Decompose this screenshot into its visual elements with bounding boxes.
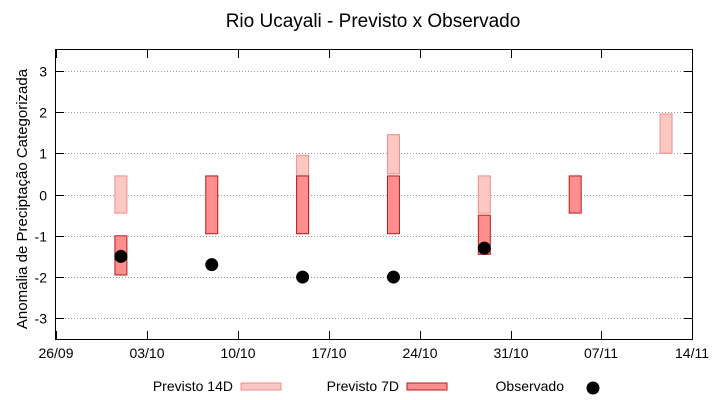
legend-swatch	[406, 382, 448, 391]
bar-previsto-7d	[205, 175, 219, 235]
axis-ticks: -3 -2 -1 0 1 2 3 26/09 03/10 10/10 17/10 24/10 31/10…	[35, 50, 709, 361]
bar-previsto-7d	[568, 175, 582, 214]
bar-previsto-7d	[296, 175, 310, 235]
gridlines	[56, 71, 692, 319]
legend-label: Observado	[496, 378, 565, 394]
x-tick-label: 24/10	[402, 345, 437, 361]
y-tick-label: 3	[39, 64, 47, 80]
y-tick-label: -3	[35, 311, 48, 327]
bar-previsto-14d	[659, 113, 673, 154]
bar-previsto-14d	[477, 175, 491, 214]
observed-point	[114, 249, 128, 263]
y-tick-label: -2	[35, 270, 48, 286]
x-tick-label: 03/10	[129, 345, 164, 361]
observed-point	[386, 270, 400, 284]
legend-swatch	[240, 382, 282, 391]
bar-previsto-7d	[386, 175, 400, 235]
y-tick-label: -1	[35, 229, 48, 245]
legend: Previsto 14D Previsto 7D Observado	[153, 378, 600, 395]
observed-point	[296, 270, 310, 284]
y-axis-label: Anomalia de Preciptação Categorizada	[14, 68, 31, 329]
bars	[114, 113, 673, 276]
observed-point	[477, 241, 491, 255]
y-tick-label: 1	[39, 146, 47, 162]
x-tick-label: 26/09	[38, 345, 73, 361]
x-tick-label: 31/10	[493, 345, 528, 361]
observed-points	[114, 241, 491, 284]
legend-marker	[586, 381, 600, 395]
bar-previsto-14d	[386, 134, 400, 175]
x-tick-label: 17/10	[311, 345, 346, 361]
x-tick-label: 10/10	[220, 345, 255, 361]
plot-frame	[55, 49, 693, 340]
x-tick-label: 07/11	[584, 345, 618, 361]
chart-title: Rio Ucayali - Previsto x Observado	[226, 11, 521, 32]
legend-label: Previsto 7D	[327, 378, 399, 394]
legend-label: Previsto 14D	[153, 378, 233, 394]
x-tick-label: 14/11	[675, 345, 709, 361]
y-tick-label: 2	[39, 105, 47, 121]
bar-previsto-14d	[114, 175, 128, 214]
observed-point	[205, 258, 219, 272]
y-tick-label: 0	[39, 188, 47, 204]
